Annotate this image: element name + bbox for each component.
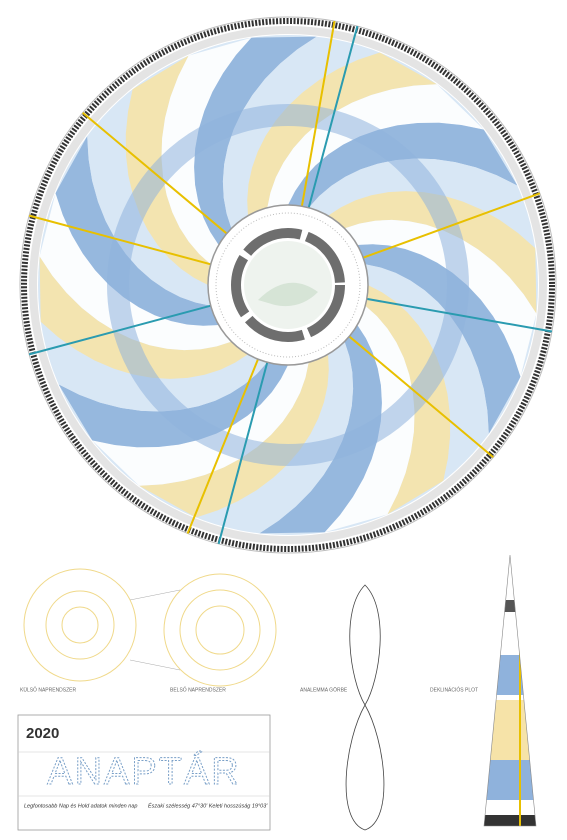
orbit bbox=[45, 590, 115, 660]
event-ray bbox=[366, 297, 553, 333]
orbit bbox=[195, 605, 245, 655]
event-rays bbox=[28, 20, 553, 545]
spiral-band bbox=[39, 256, 248, 379]
cone-outline bbox=[483, 554, 537, 827]
mid-ring bbox=[107, 104, 469, 466]
event-ray bbox=[300, 20, 336, 207]
calendar-wheel bbox=[19, 16, 557, 554]
spiral-band bbox=[357, 244, 521, 434]
milky-way bbox=[258, 282, 318, 307]
spiral-band bbox=[222, 36, 380, 229]
spiral-band bbox=[365, 285, 451, 515]
orbit bbox=[179, 589, 261, 671]
spiral-band bbox=[267, 84, 484, 208]
section-label: ANALEMMA GÖRBE bbox=[300, 686, 348, 693]
poster-title: ANAPTÁR bbox=[47, 750, 240, 793]
year: 2020 bbox=[26, 725, 59, 742]
cone-band bbox=[484, 700, 536, 760]
spiral-band bbox=[39, 193, 232, 351]
spiral-band bbox=[324, 305, 415, 533]
event-ray bbox=[82, 111, 228, 235]
event-ray bbox=[307, 25, 359, 208]
section-label: BELSŐ NAPRENDSZER bbox=[170, 686, 226, 693]
event-ray bbox=[217, 362, 269, 545]
analemma bbox=[345, 584, 385, 831]
spiral-band bbox=[308, 158, 536, 249]
spiral-band bbox=[161, 37, 252, 265]
orbit bbox=[61, 606, 99, 644]
event-ray bbox=[362, 192, 541, 259]
spiral-band bbox=[288, 122, 518, 208]
spiral-band bbox=[194, 36, 317, 245]
event-ray bbox=[28, 304, 211, 356]
date-ring bbox=[29, 26, 547, 544]
connector bbox=[129, 589, 181, 601]
declination-plot bbox=[484, 555, 536, 826]
orbit bbox=[23, 568, 137, 682]
spiral-band bbox=[125, 55, 211, 285]
orbit bbox=[163, 573, 277, 687]
moon-ring bbox=[231, 228, 345, 342]
cone-band bbox=[484, 760, 536, 800]
section-label: KÜLSŐ NAPRENDSZER bbox=[20, 686, 77, 693]
spiral-band bbox=[92, 362, 309, 486]
event-ray bbox=[28, 214, 211, 266]
title-box bbox=[17, 714, 271, 831]
spiral-band bbox=[259, 325, 382, 534]
subtitle: Legfontosabb Nap és Hold adatok minden n… bbox=[24, 803, 137, 809]
inner-solar-system bbox=[163, 573, 277, 687]
cone-band bbox=[484, 600, 536, 612]
spiral-band bbox=[40, 321, 268, 412]
spiral-band bbox=[328, 191, 537, 314]
cone-band bbox=[484, 815, 536, 826]
inner-scale bbox=[215, 212, 361, 358]
event-ray bbox=[186, 358, 259, 534]
cone-band bbox=[484, 655, 536, 695]
spiral-band bbox=[196, 341, 354, 534]
event-ray bbox=[348, 335, 494, 459]
subtitle: Északi szélesség 47°30' Keleti hosszúság… bbox=[148, 802, 268, 809]
spiral-band bbox=[344, 219, 537, 377]
day-ring bbox=[21, 18, 555, 552]
outer-solar-system bbox=[23, 568, 137, 682]
connector bbox=[129, 659, 181, 671]
section-label: DEKLINÁCIÓS PLOT bbox=[430, 686, 478, 693]
